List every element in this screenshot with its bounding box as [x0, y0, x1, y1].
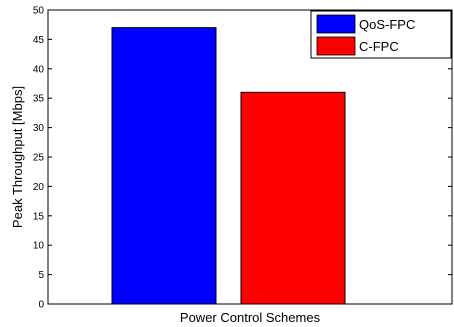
y-tick-label: 15 [33, 211, 45, 222]
legend: QoS-FPC C-FPC [311, 11, 451, 58]
y-tick-label: 40 [33, 64, 45, 75]
y-tick-label: 20 [33, 182, 45, 193]
y-axis-label: Peak Throughput [Mbps] [10, 86, 25, 228]
y-tick-label: 25 [33, 153, 45, 164]
legend-swatch-qos-fpc [317, 15, 355, 33]
y-tick-label: 30 [33, 123, 45, 134]
bar-c-fpc [241, 92, 345, 304]
y-tick-label: 0 [38, 300, 44, 311]
y-tick-label: 35 [33, 94, 45, 105]
x-axis-label: Power Control Schemes [180, 310, 321, 325]
bar-qos-fpc [112, 28, 216, 304]
y-tick-label: 50 [33, 6, 45, 17]
y-tick-label: 10 [33, 241, 45, 252]
y-tick-label: 45 [33, 35, 45, 46]
legend-label-qos-fpc: QoS-FPC [359, 17, 415, 32]
legend-label-c-fpc: C-FPC [359, 39, 399, 54]
legend-swatch-c-fpc [317, 37, 355, 55]
y-tick-label: 5 [38, 270, 44, 281]
